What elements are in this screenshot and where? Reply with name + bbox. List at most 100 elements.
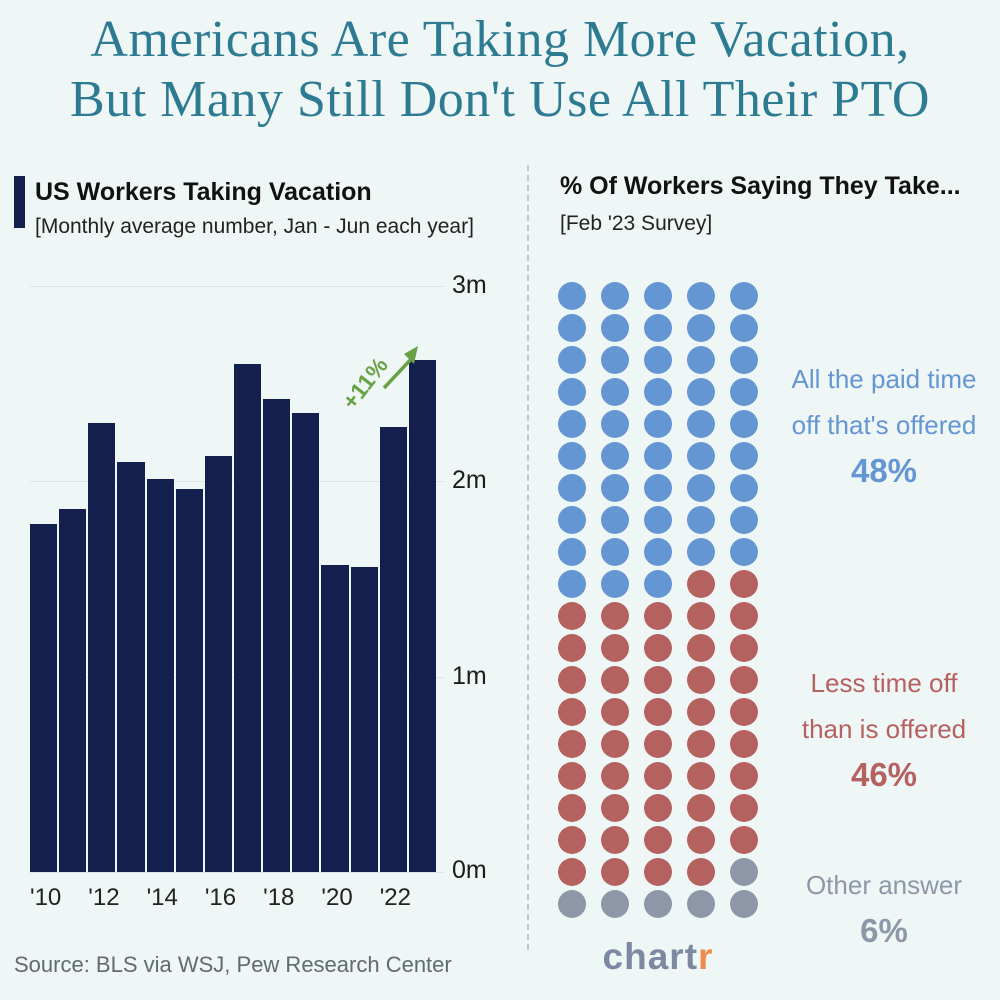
- waffle-dot: [644, 282, 672, 310]
- waffle-dot: [687, 666, 715, 694]
- waffle-dot: [687, 506, 715, 534]
- waffle-dot: [558, 410, 586, 438]
- label-less-time-pct: 46%: [850, 756, 918, 793]
- waffle-dot: [687, 794, 715, 822]
- y-tick-label: 2m: [452, 466, 487, 494]
- waffle-dot: [558, 282, 586, 310]
- x-tick-label: '12: [88, 884, 120, 911]
- x-axis: '10 '12 '14 '16 '18 '20 '22: [30, 884, 436, 914]
- bar-chart-plot: +11%: [30, 286, 444, 873]
- waffle-dot: [644, 442, 672, 470]
- waffle-dot: [601, 730, 629, 758]
- waffle-dot: [558, 858, 586, 886]
- waffle-dot: [644, 826, 672, 854]
- waffle-dot: [644, 346, 672, 374]
- bar: [379, 426, 407, 872]
- gridline-3m: [30, 286, 444, 287]
- bar: [233, 364, 262, 872]
- waffle-dot: [601, 506, 629, 534]
- waffle-grid: [558, 282, 758, 918]
- waffle-dot: [601, 666, 629, 694]
- waffle-dot: [644, 794, 672, 822]
- x-axis-slot: [122, 884, 145, 914]
- label-less-time-line2: than is offered: [801, 714, 967, 744]
- x-axis-slot: [296, 884, 319, 914]
- waffle-dot: [687, 474, 715, 502]
- waffle-dot: [644, 410, 672, 438]
- waffle-dot: [558, 602, 586, 630]
- y-tick-label: 1m: [452, 662, 487, 690]
- waffle-dot: [558, 698, 586, 726]
- waffle-dot: [730, 698, 758, 726]
- waffle-dot: [644, 314, 672, 342]
- waffle-dot: [730, 730, 758, 758]
- bar: [175, 489, 203, 872]
- waffle-dot: [601, 538, 629, 566]
- waffle-dot: [601, 474, 629, 502]
- waffle-dot: [601, 634, 629, 662]
- waffle-dot: [687, 890, 715, 918]
- waffle-dot: [730, 794, 758, 822]
- waffle-dot: [644, 378, 672, 406]
- x-tick-label: '18: [263, 884, 295, 911]
- x-tick-label: '16: [204, 884, 237, 911]
- section-divider: [527, 165, 529, 950]
- waffle-dot: [687, 698, 715, 726]
- bar: [408, 360, 436, 872]
- waffle-dot: [601, 378, 629, 406]
- title-line-2: But Many Still Don't Use All Their PTO: [70, 71, 930, 129]
- label-other: Other answer 6%: [770, 862, 998, 954]
- x-axis-slot: [63, 884, 86, 914]
- waffle-dot: [558, 634, 586, 662]
- waffle-dot: [644, 506, 672, 534]
- waffle-dot: [601, 314, 629, 342]
- bar: [146, 479, 174, 872]
- chartr-logo-accent: r: [698, 936, 714, 977]
- waffle-dot: [644, 474, 672, 502]
- waffle-dot: [687, 378, 715, 406]
- waffle-dot: [730, 570, 758, 598]
- waffle-dot: [601, 410, 629, 438]
- label-all-pto: All the paid time off that's offered 48%: [770, 356, 998, 494]
- x-tick-label: '20: [321, 884, 353, 911]
- waffle-dot: [687, 858, 715, 886]
- x-axis-slot: '10: [30, 884, 61, 914]
- waffle-dot: [558, 826, 586, 854]
- waffle-dot: [687, 346, 715, 374]
- waffle-dot: [644, 890, 672, 918]
- waffle-dot: [730, 890, 758, 918]
- waffle-dot: [601, 282, 629, 310]
- waffle-dot: [687, 826, 715, 854]
- waffle-dot: [730, 474, 758, 502]
- bar: [292, 412, 320, 872]
- waffle-dot: [558, 346, 586, 374]
- waffle-dot: [644, 634, 672, 662]
- bar-chart-legend: US Workers Taking Vacation [Monthly aver…: [14, 176, 474, 239]
- label-all-pto-line1: All the paid time: [791, 364, 977, 394]
- waffle-dot: [601, 890, 629, 918]
- label-other-pct: 6%: [860, 912, 908, 949]
- waffle-dot: [730, 378, 758, 406]
- waffle-dot: [730, 282, 758, 310]
- waffle-dot: [601, 602, 629, 630]
- waffle-dot: [687, 538, 715, 566]
- waffle-dot: [558, 730, 586, 758]
- x-axis-slot: '12: [88, 884, 119, 914]
- chartr-logo-gray: chart: [602, 936, 699, 977]
- x-axis-slot: [355, 884, 378, 914]
- waffle-dot: [558, 474, 586, 502]
- waffle-dot: [730, 442, 758, 470]
- y-tick-label: 3m: [452, 271, 487, 299]
- bar-chart-title: US Workers Taking Vacation: [35, 178, 372, 206]
- bar: [350, 567, 378, 872]
- waffle-dot: [687, 314, 715, 342]
- waffle-dot: [730, 314, 758, 342]
- bar: [263, 399, 291, 872]
- waffle-dot: [730, 538, 758, 566]
- waffle-dot: [601, 762, 629, 790]
- waffle-dot: [730, 410, 758, 438]
- waffle-dot: [601, 794, 629, 822]
- waffle-dot: [687, 762, 715, 790]
- waffle-dot: [687, 570, 715, 598]
